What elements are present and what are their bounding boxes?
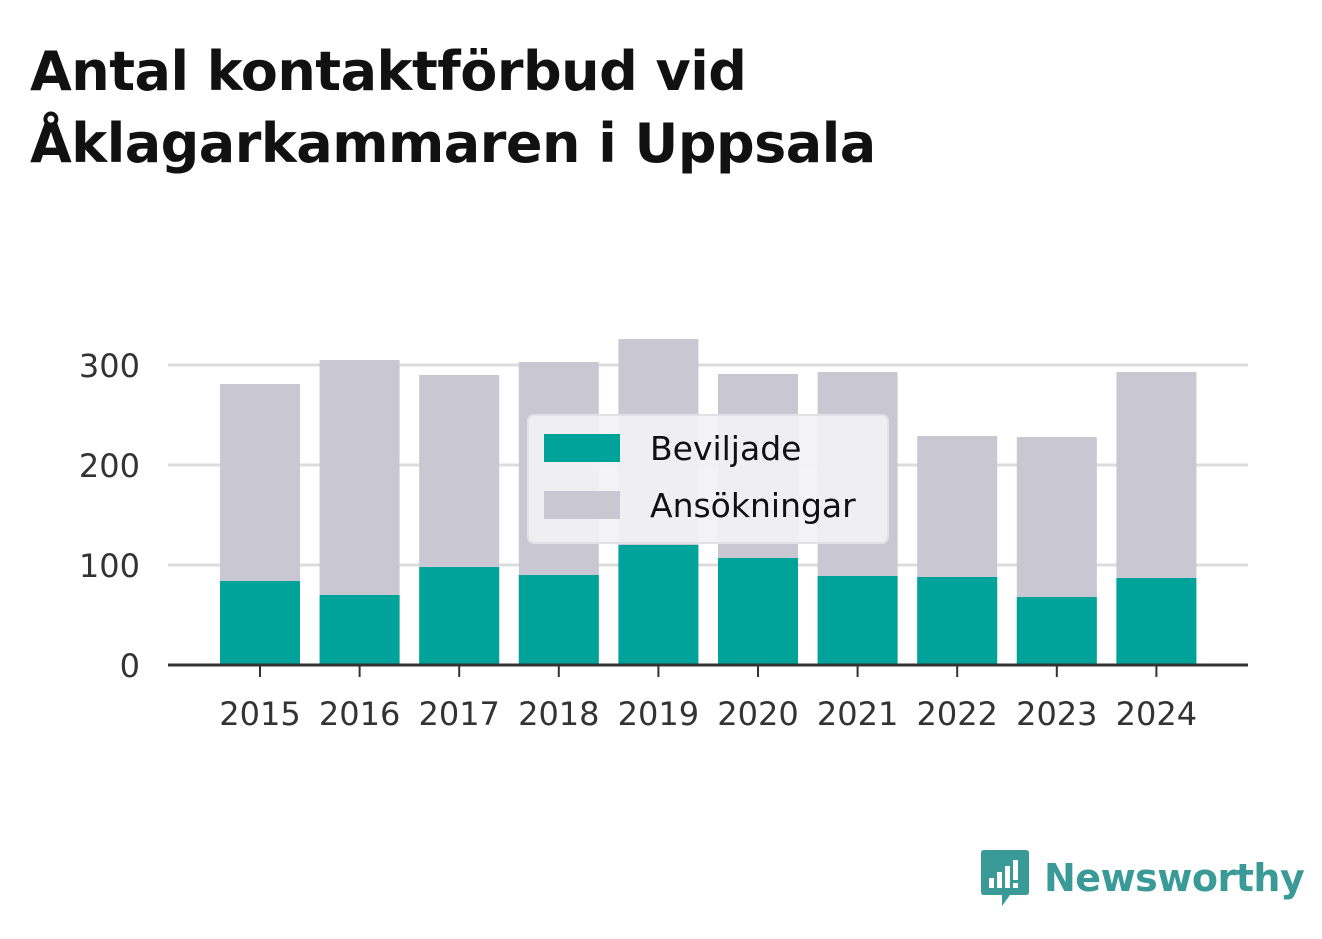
legend-label-beviljade: Beviljade xyxy=(650,429,801,468)
brand-name: Newsworthy xyxy=(1044,856,1305,900)
x-tick-label: 2020 xyxy=(717,695,798,733)
chart-title: Antal kontaktförbud vid Åklagarkammaren … xyxy=(30,36,1230,180)
bar-beviljade-2020 xyxy=(718,558,798,665)
title-line-1: Antal kontaktförbud vid xyxy=(30,40,747,103)
x-tick-label: 2022 xyxy=(916,695,997,733)
x-tick-label: 2023 xyxy=(1016,695,1097,733)
bar-beviljade-2017 xyxy=(419,567,500,665)
x-tick-label: 2016 xyxy=(319,695,400,733)
x-tick-label: 2024 xyxy=(1116,695,1197,733)
x-tick-label: 2019 xyxy=(618,695,699,733)
x-tick-label: 2017 xyxy=(418,695,499,733)
bar-beviljade-2024 xyxy=(1116,578,1197,665)
x-tick-label: 2018 xyxy=(518,695,599,733)
legend-swatch-beviljade xyxy=(544,434,620,462)
bar-beviljade-2015 xyxy=(220,581,300,665)
y-tick-label: 100 xyxy=(79,547,140,585)
newsworthy-logo: Newsworthy xyxy=(980,848,1305,908)
bar-beviljade-2018 xyxy=(518,575,599,665)
bar-beviljade-2023 xyxy=(1016,597,1097,665)
legend-label-ansokningar: Ansökningar xyxy=(650,486,856,525)
y-tick-label: 300 xyxy=(79,347,140,385)
legend-swatch-ansokningar xyxy=(544,491,620,519)
y-tick-label: 200 xyxy=(79,447,140,485)
y-tick-label: 0 xyxy=(120,647,140,685)
newsworthy-logo-icon xyxy=(981,850,1029,906)
bar-beviljade-2016 xyxy=(319,595,400,665)
bar-beviljade-2021 xyxy=(817,576,898,665)
x-tick-label: 2015 xyxy=(219,695,300,733)
bar-beviljade-2022 xyxy=(917,577,998,665)
title-line-2: Åklagarkammaren i Uppsala xyxy=(30,112,876,175)
x-tick-label: 2021 xyxy=(817,695,898,733)
bar-beviljade-2019 xyxy=(618,545,699,665)
